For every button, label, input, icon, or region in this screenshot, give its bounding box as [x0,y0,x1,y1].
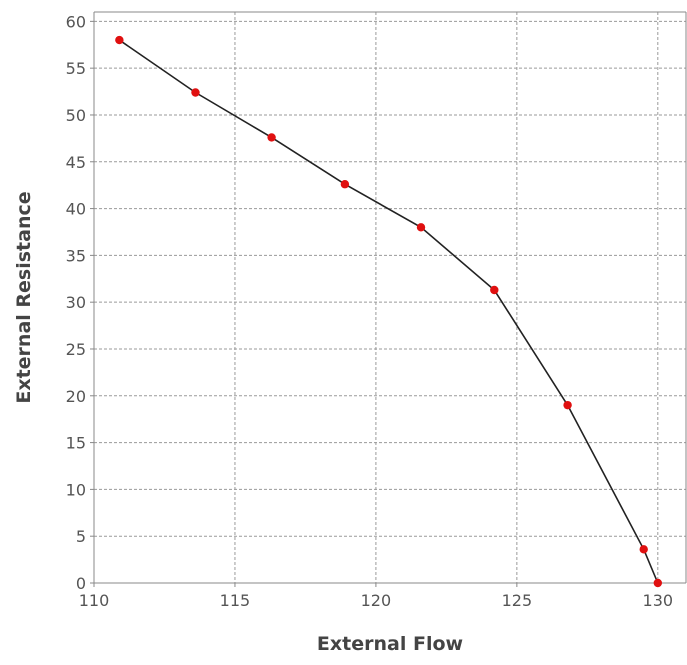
data-point [115,35,124,45]
y-tick-label: 60 [66,12,86,31]
ticks: 110 115 120 125 130 0 5 10 15 20 25 30 35 40 45 50 55 60 [66,12,673,610]
y-tick-label: 45 [66,153,86,172]
data-point [416,223,426,232]
data-point [267,133,276,142]
y-tick-label: 35 [66,246,86,265]
y-tick-label: 5 [76,527,86,546]
data-point [653,578,663,588]
y-tick-label: 25 [66,340,86,359]
x-tick-label: 130 [643,591,674,610]
axes [93,11,687,584]
data-point [639,545,648,554]
series-group [115,35,663,588]
x-tick-label: 115 [220,591,251,610]
x-tick-label: 110 [79,591,110,610]
y-tick-label: 20 [66,387,86,406]
y-tick-label: 50 [66,106,86,125]
y-tick-label: 0 [76,574,86,593]
data-point [191,88,200,97]
data-point [563,400,572,410]
x-tick-label: 120 [361,591,392,610]
data-point [490,285,499,295]
y-tick-label: 30 [66,293,86,312]
y-tick-label: 10 [66,480,86,499]
data-point [340,180,350,189]
series-line [118,39,659,584]
x-axis-title: External Flow [317,633,463,655]
y-tick-label: 55 [66,59,86,78]
x-tick-label: 125 [502,591,533,610]
y-tick-label: 15 [66,434,86,453]
y-tick-label: 40 [66,200,86,219]
y-axis-title: External Resistance [13,191,35,403]
grid [94,12,686,583]
